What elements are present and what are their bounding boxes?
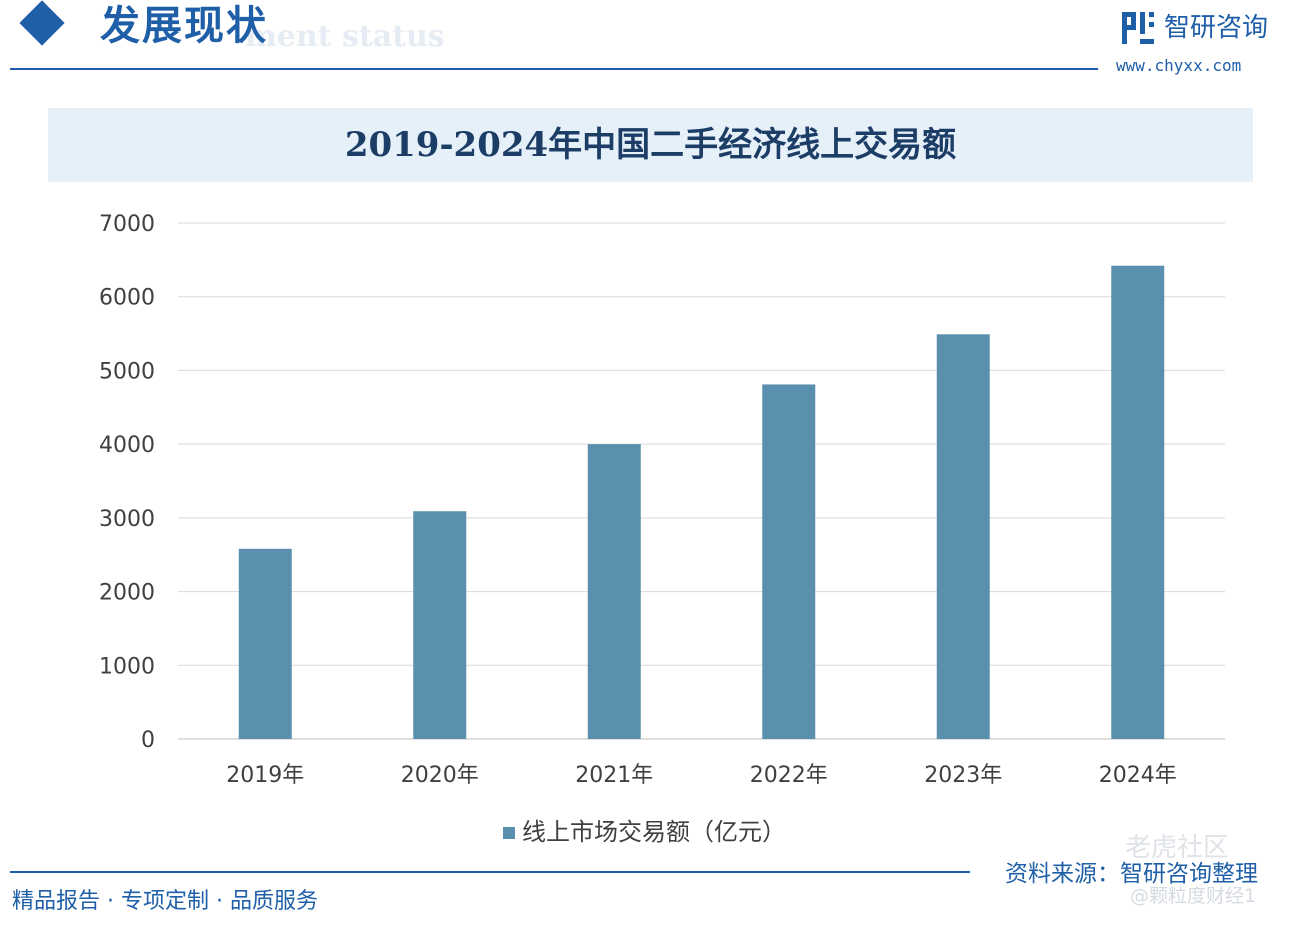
header-divider: [10, 68, 1098, 70]
y-tick-label: 7000: [99, 212, 155, 237]
footer-divider: [10, 871, 970, 873]
brand-logo-icon: [1122, 12, 1154, 44]
y-tick-label: 1000: [99, 654, 155, 679]
diamond-icon: [19, 0, 65, 46]
page-header: ment status 发展现状 智研咨询 www.chyxx.com: [0, 0, 1310, 80]
footer-tagline: 精品报告 · 专项定制 · 品质服务: [12, 889, 318, 914]
brand-url: www.chyxx.com: [1116, 56, 1242, 75]
x-tick-label: 2022年: [750, 763, 828, 788]
legend-swatch: [503, 827, 515, 839]
y-tick-label: 0: [141, 728, 155, 753]
y-tick-label: 2000: [99, 581, 155, 606]
x-tick-label: 2021年: [575, 763, 653, 788]
watermark-community: 老虎社区: [1125, 833, 1230, 863]
bar-chart: 0 1000 2000 3000 4000 5000 6000 7000 2019年 2020年 2…: [99, 212, 1225, 846]
chart-title-band: 2019-2024年中国二手经济线上交易额: [48, 108, 1253, 182]
x-tick-label: 2024年: [1099, 763, 1177, 788]
section-title: 发展现状: [100, 2, 268, 49]
x-tick-label: 2023年: [924, 763, 1002, 788]
x-tick-label: 2020年: [401, 763, 479, 788]
bar-2024年: [1111, 265, 1165, 739]
y-tick-label: 3000: [99, 507, 155, 532]
x-tick-label: 2019年: [226, 763, 304, 788]
brand-name: 智研咨询: [1164, 13, 1269, 43]
bar-2022年: [762, 384, 816, 739]
y-tick-label: 6000: [99, 286, 155, 311]
bar-2019年: [238, 548, 292, 739]
legend-label: 线上市场交易额（亿元）: [522, 818, 786, 846]
y-tick-label: 5000: [99, 359, 155, 384]
bar-2021年: [587, 444, 641, 739]
bar-2020年: [413, 511, 467, 739]
source-note: 资料来源：智研咨询整理: [1005, 861, 1258, 887]
y-tick-label: 4000: [99, 433, 155, 458]
section-subtitle: ment status: [245, 19, 445, 54]
bar-2023年: [936, 334, 990, 739]
watermark-author: @颗粒度财经1: [1130, 885, 1257, 907]
chart-title: 2019-2024年中国二手经济线上交易额: [344, 125, 957, 165]
